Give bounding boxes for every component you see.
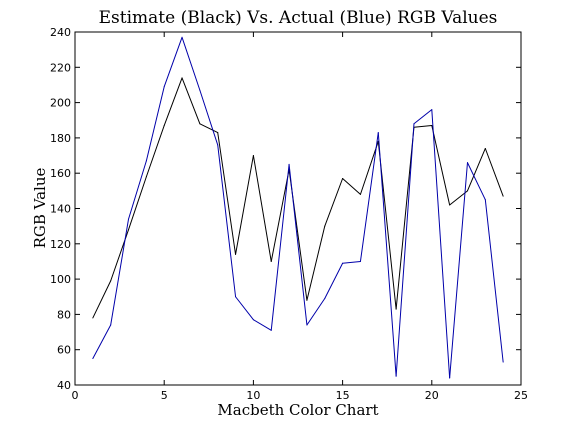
- actual-line-segment: [306, 298, 326, 326]
- x-tick-label: 20: [425, 389, 439, 402]
- actual-line-segment: [413, 109, 433, 125]
- estimate-line-segment: [217, 132, 237, 255]
- estimate-line-segment: [484, 147, 504, 197]
- axis-ticks: 0 5 10 15 20 25 40 60 80 100 120 140 160 180 200 220 240: [50, 26, 528, 402]
- actual-line-segment: [235, 296, 254, 321]
- y-tick-label: 240: [50, 26, 71, 39]
- actual-line-segment: [466, 162, 486, 201]
- y-tick-label: 80: [57, 308, 71, 321]
- estimate-line-segment: [306, 225, 326, 301]
- actual-line-segment: [217, 144, 237, 298]
- series-lines: [92, 36, 504, 379]
- estimate-line-segment: [395, 126, 415, 310]
- estimate-line-segment: [181, 77, 201, 125]
- y-tick-label: 180: [50, 132, 71, 145]
- actual-line-segment: [199, 89, 219, 146]
- x-axis-label: Macbeth Color Chart: [217, 401, 378, 419]
- chart-title: Estimate (Black) Vs. Actual (Blue) RGB V…: [99, 8, 498, 28]
- estimate-line-segment: [431, 125, 451, 206]
- actual-line-segment: [92, 324, 112, 360]
- actual-line-segment: [484, 199, 504, 363]
- y-tick-label: 60: [57, 344, 71, 357]
- y-tick-label: 100: [50, 273, 71, 286]
- estimate-line-segment: [324, 177, 344, 227]
- actual-series: [92, 36, 504, 379]
- actual-line-segment: [252, 319, 272, 331]
- estimate-line-segment: [145, 125, 165, 178]
- estimate-line-segment: [342, 177, 361, 195]
- actual-line-segment: [288, 163, 308, 326]
- actual-line-segment: [270, 163, 290, 331]
- actual-line-segment: [431, 109, 451, 379]
- x-tick-label: 25: [514, 389, 528, 402]
- actual-line-segment: [110, 218, 130, 326]
- actual-line-segment: [181, 36, 201, 91]
- estimate-line-segment: [359, 140, 379, 195]
- estimate-line-segment: [466, 147, 486, 192]
- actual-line-segment: [145, 86, 165, 162]
- y-axis-label: RGB Value: [31, 167, 49, 248]
- y-tick-label: 120: [50, 238, 71, 251]
- estimate-series: [92, 77, 504, 319]
- actual-line-segment: [359, 132, 379, 262]
- y-tick-label: 140: [50, 203, 71, 216]
- actual-line-segment: [128, 160, 147, 220]
- estimate-line-segment: [128, 176, 147, 231]
- actual-line-segment: [163, 36, 183, 88]
- estimate-line-segment: [92, 280, 112, 319]
- actual-line-segment: [377, 132, 397, 377]
- x-tick-label: 0: [72, 389, 79, 402]
- y-tick-label: 40: [57, 379, 71, 392]
- estimate-line-segment: [199, 123, 219, 134]
- x-tick-label: 5: [161, 389, 168, 402]
- plot-frame: [74, 31, 522, 386]
- estimate-line-segment: [163, 77, 183, 127]
- actual-line-segment: [342, 260, 361, 264]
- estimate-line-segment: [413, 125, 433, 128]
- actual-line-segment: [449, 162, 468, 379]
- estimate-line-segment: [252, 155, 272, 262]
- estimate-line-segment: [235, 155, 254, 255]
- y-tick-label: 200: [50, 97, 71, 110]
- actual-line-segment: [324, 262, 344, 300]
- x-tick-label: 10: [246, 389, 260, 402]
- estimate-line-segment: [270, 169, 290, 262]
- y-tick-label: 160: [50, 167, 71, 180]
- x-tick-label: 15: [336, 389, 350, 402]
- y-tick-label: 220: [50, 61, 71, 74]
- actual-line-segment: [395, 123, 415, 377]
